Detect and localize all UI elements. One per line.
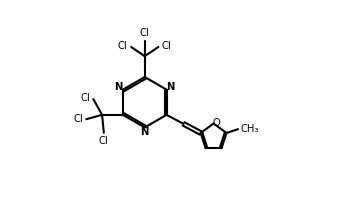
Text: Cl: Cl (140, 28, 150, 38)
Text: Cl: Cl (162, 41, 171, 51)
Text: Cl: Cl (80, 93, 90, 103)
Text: Cl: Cl (73, 114, 83, 124)
Text: Cl: Cl (118, 41, 128, 51)
Text: Cl: Cl (99, 136, 109, 146)
Text: N: N (141, 127, 149, 137)
Text: N: N (115, 82, 123, 92)
Text: CH₃: CH₃ (241, 124, 259, 134)
Text: N: N (167, 82, 175, 92)
Text: O: O (213, 118, 220, 128)
